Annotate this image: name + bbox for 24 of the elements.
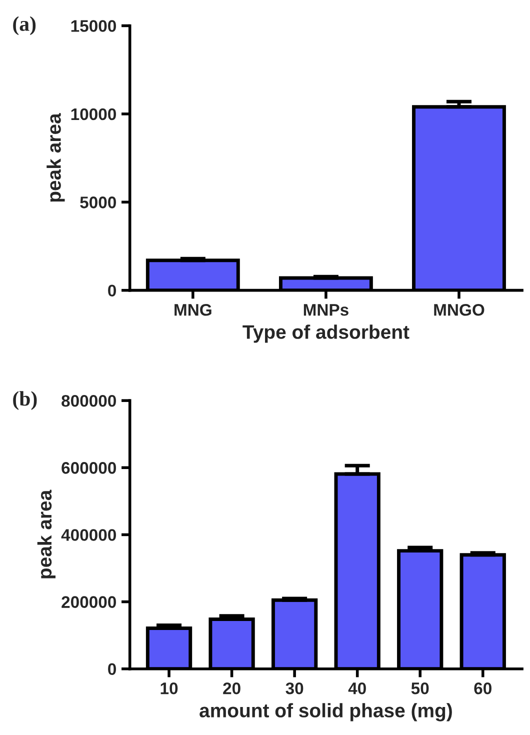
x-tick-label: 50 xyxy=(411,682,429,694)
y-axis-title: peak area xyxy=(37,490,56,578)
y-tick-label: 0 xyxy=(108,284,116,297)
x-tick-label: MNPs xyxy=(304,304,348,316)
y-tick-label: 400000 xyxy=(61,529,116,541)
y-tick-label: 10000 xyxy=(71,108,116,120)
x-tick-label: 60 xyxy=(474,682,492,694)
x-axis-title: Type of adsorbent xyxy=(242,324,410,343)
y-tick-label: 200000 xyxy=(62,596,116,608)
x-tick-label: 20 xyxy=(223,682,240,694)
x-tick-label: MNG xyxy=(174,304,212,316)
x-tick-label: 30 xyxy=(286,682,304,694)
x-axis-title: amount of solid phase (mg) xyxy=(200,703,452,722)
y-tick-label: 600000 xyxy=(62,462,116,474)
text: (a) xyxy=(13,16,36,36)
x-tick-label: 40 xyxy=(348,682,366,694)
y-tick-label: 800000 xyxy=(62,394,116,407)
text: (b) xyxy=(13,391,37,410)
x-tick-label: 10 xyxy=(160,682,178,694)
x-tick-label: MNGO xyxy=(434,304,484,316)
y-axis-title: peak area xyxy=(46,113,65,202)
y-tick-label: 15000 xyxy=(71,20,116,32)
y-tick-label: 0 xyxy=(108,663,116,676)
y-tick-label: 5000 xyxy=(80,196,116,208)
